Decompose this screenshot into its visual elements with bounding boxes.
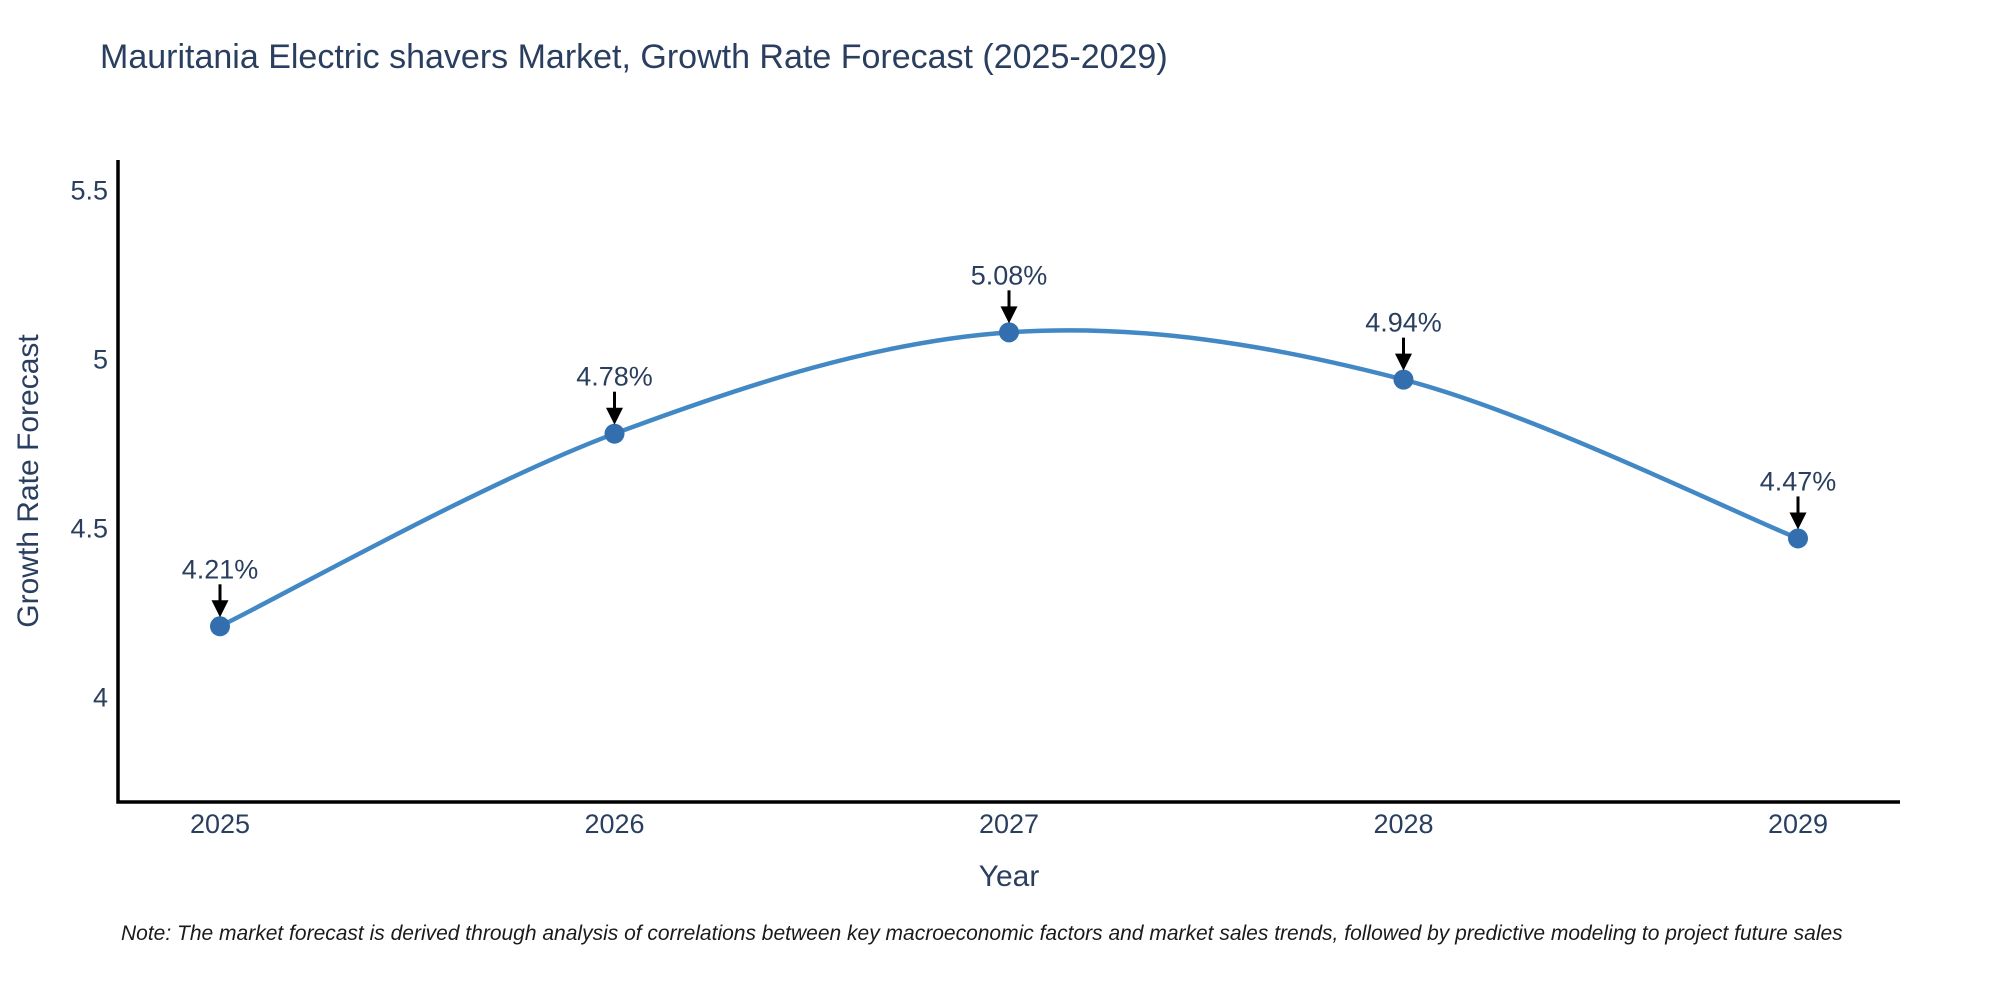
data-point-marker bbox=[210, 616, 230, 637]
y-tick-label: 5.5 bbox=[70, 175, 108, 205]
x-axis-title: Year bbox=[979, 860, 1040, 893]
point-value-label: 4.47% bbox=[1760, 466, 1837, 496]
footnote: Note: The market forecast is derived thr… bbox=[121, 922, 1843, 945]
axes-layer: 4 4.5 5 5.5 2025 2026 2027 2028 2029 Year Growth R… bbox=[12, 160, 1900, 893]
annotation-arrow-head bbox=[211, 600, 229, 618]
x-tick-label: 2027 bbox=[979, 809, 1039, 839]
x-tick-label: 2028 bbox=[1373, 809, 1433, 839]
annotation-arrow-head bbox=[606, 407, 623, 425]
annotation-arrow-head bbox=[1395, 353, 1412, 371]
growth-rate-line bbox=[217, 328, 1801, 629]
chart-title: Mauritania Electric shavers Market, Grow… bbox=[100, 38, 1168, 76]
y-tick-label: 4.5 bbox=[70, 513, 108, 543]
x-tick-label: 2026 bbox=[584, 809, 644, 839]
y-tick-label: 4 bbox=[93, 682, 108, 712]
data-point-marker bbox=[999, 322, 1019, 343]
data-point-marker bbox=[1393, 369, 1414, 390]
data-point-marker bbox=[604, 423, 625, 444]
axis-spines bbox=[116, 160, 1900, 804]
point-value-label: 4.21% bbox=[182, 554, 259, 584]
line-series-layer bbox=[210, 322, 1808, 637]
x-tick-label: 2029 bbox=[1768, 809, 1828, 839]
annotation-layer: 4.21% 4.78% 5.08% 4.94% 4.47% bbox=[182, 260, 1837, 618]
x-tick-label: 2025 bbox=[190, 809, 250, 839]
y-tick-label: 5 bbox=[93, 344, 108, 374]
point-value-label: 4.94% bbox=[1365, 308, 1442, 338]
y-axis-title: Growth Rate Forecast bbox=[12, 334, 45, 628]
annotation-arrow-head bbox=[1000, 306, 1018, 324]
point-value-label: 4.78% bbox=[576, 362, 653, 392]
annotation-arrow-head bbox=[1789, 512, 1807, 530]
data-point-marker bbox=[1788, 528, 1808, 549]
point-value-label: 5.08% bbox=[971, 260, 1048, 290]
